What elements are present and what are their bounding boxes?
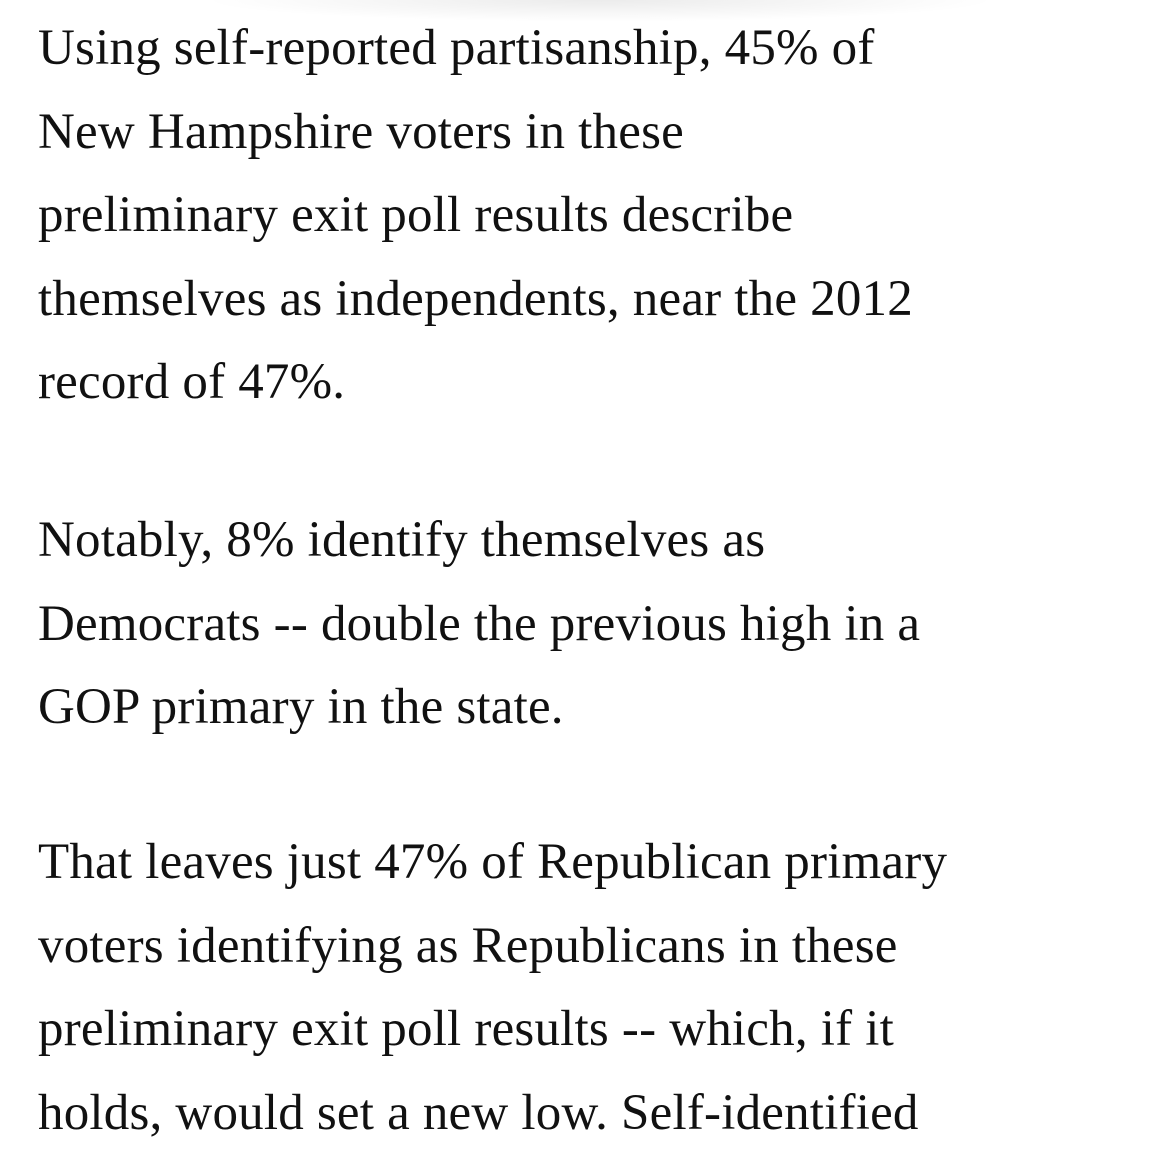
text-line: preliminary exit poll results describe (38, 187, 794, 244)
top-shadow (200, 0, 1000, 22)
text-line: Democrats -- double the previous high in… (38, 595, 921, 652)
text-line: preliminary exit poll results -- which, … (38, 1001, 894, 1058)
text-line: voters identifying as Republicans in the… (38, 917, 898, 974)
text-line: themselves as independents, near the 201… (38, 270, 913, 327)
text-line: That leaves just 47% of Republican prima… (38, 834, 948, 890)
text-line: holds, would set a new low. Self-identif… (38, 1084, 919, 1141)
text-line: record of 47%. (38, 354, 346, 411)
text-line: GOP primary in the state. (38, 679, 564, 736)
text-line: Notably, 8% identify themselves as (38, 512, 766, 568)
text-line: Using self-reported partisanship, 45% of (38, 20, 875, 76)
text-line: New Hampshire voters in these (38, 103, 684, 160)
